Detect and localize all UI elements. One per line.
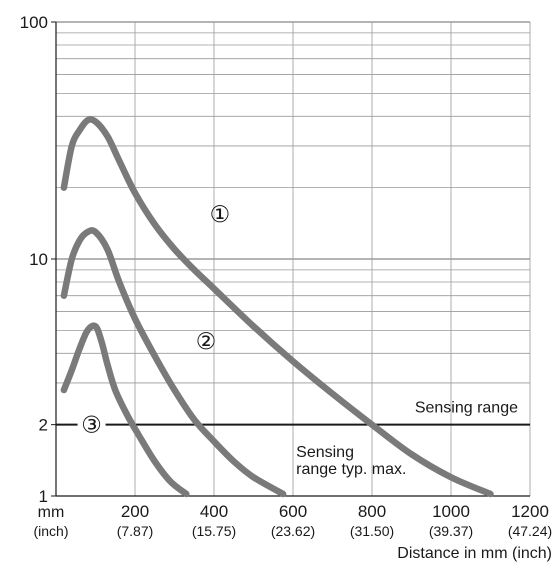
x-unit-label: mm <box>38 504 65 521</box>
curve-label-2: ② <box>196 328 217 354</box>
y-tick-label: 1 <box>39 487 48 506</box>
y-tick-label: 100 <box>20 13 48 32</box>
x-tick-sublabel: (23.62) <box>271 523 315 539</box>
x-tick-sublabel: (15.75) <box>192 523 236 539</box>
annotation-label: range typ. max. <box>296 461 406 478</box>
x-tick-sublabel: (39.37) <box>429 523 473 539</box>
reference-line-label: Sensing range <box>415 400 518 417</box>
x-tick-label: 600 <box>279 502 307 521</box>
y-tick-label: 2 <box>39 416 48 435</box>
x-tick-label: 800 <box>358 502 386 521</box>
x-tick-label: 400 <box>200 502 228 521</box>
annotation-label: Sensing <box>296 444 354 461</box>
curve-label-backdrop <box>77 411 106 438</box>
x-tick-label: 200 <box>121 502 149 521</box>
x-unit-label-secondary: (inch) <box>33 523 68 539</box>
y-tick-label: 10 <box>29 250 48 269</box>
x-tick-label: 1200 <box>511 502 549 521</box>
series-line-1 <box>60 116 494 498</box>
series-line-3 <box>60 322 190 498</box>
x-tick-sublabel: (7.87) <box>117 523 154 539</box>
series-line-2 <box>60 227 287 498</box>
curve-label-3: ③ <box>81 412 102 438</box>
x-tick-sublabel: (31.50) <box>350 523 394 539</box>
x-axis-title: Distance in mm (inch) <box>397 545 552 562</box>
curve-label-1: ① <box>210 201 231 227</box>
x-tick-label: 1000 <box>432 502 470 521</box>
x-tick-sublabel: (47.24) <box>508 523 552 539</box>
